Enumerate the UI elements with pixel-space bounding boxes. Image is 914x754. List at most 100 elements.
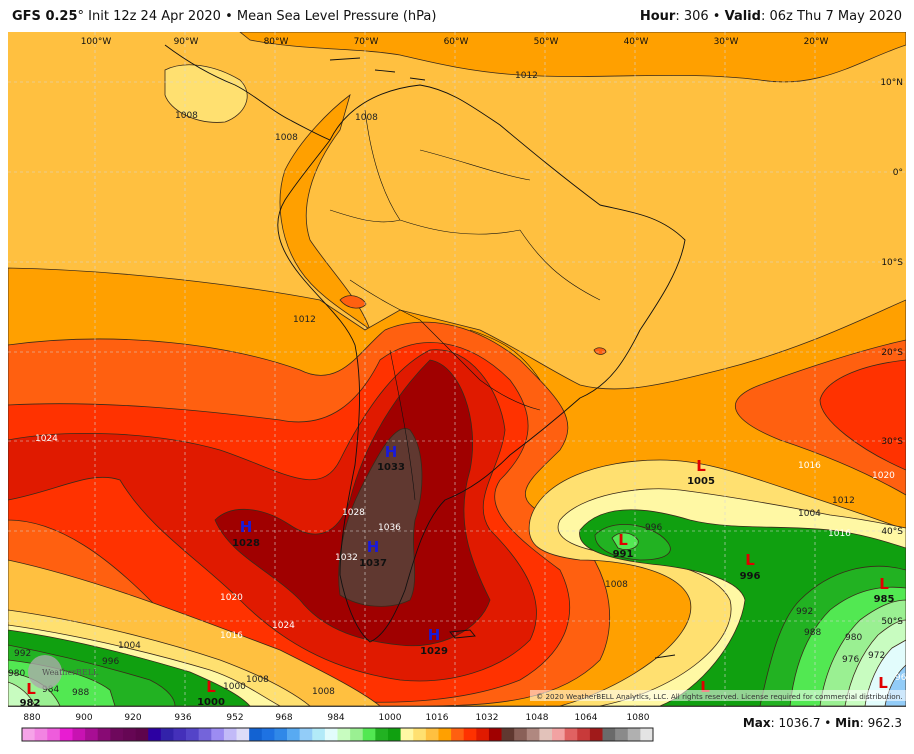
- colorbar-swatch: [514, 728, 528, 741]
- lon-label: 30°W: [714, 37, 739, 47]
- colorbar-swatch: [602, 728, 616, 741]
- valid-date: : 06z Thu 7 May 2020: [760, 9, 902, 24]
- colorbar-tick: 1016: [426, 713, 449, 723]
- low-center-marker: L: [879, 575, 889, 593]
- colorbar-swatch: [640, 728, 654, 741]
- min-label: Min: [835, 716, 860, 730]
- fill-1004-pale-north: [164, 64, 248, 123]
- contour-label: 1012: [832, 496, 855, 506]
- contour-label: 1016: [798, 461, 821, 471]
- contour-label: 1008: [246, 675, 269, 685]
- contour-label: 1024: [272, 621, 295, 631]
- colorbar-swatch: [400, 728, 414, 741]
- colorbar-swatch: [223, 728, 237, 741]
- contour-label: 1000: [223, 682, 246, 692]
- max-value: : 1036.7 •: [770, 716, 836, 730]
- contour-label: 1028: [342, 508, 365, 518]
- falklands: [449, 629, 676, 659]
- colorbar-swatch: [463, 728, 477, 741]
- fill-980-sw: [8, 681, 36, 706]
- colorbar-swatch: [324, 728, 338, 741]
- colorbar-swatch: [589, 728, 603, 741]
- forecast-hour: : 306 •: [675, 9, 725, 24]
- lat-label: 50°S: [881, 617, 903, 627]
- weatherbell-watermark: WeatherBELL: [28, 655, 99, 689]
- colorbar-swatch: [59, 728, 73, 741]
- colorbar-tick: 952: [226, 713, 243, 723]
- colorbar-legend: 880 900 920 936 952 968 984 1000 1016 10…: [0, 706, 914, 750]
- colorbar-swatch: [299, 728, 313, 741]
- high-center-value: 1037: [359, 558, 387, 569]
- colorbar-swatch: [287, 728, 301, 741]
- copyright-notice: © 2020 WeatherBELL Analytics, LLC. All r…: [536, 692, 903, 701]
- colorbar-swatch: [564, 728, 578, 741]
- fill-1016-pocket: [339, 295, 607, 355]
- colorbar-tick: 920: [124, 713, 141, 723]
- lon-label: 60°W: [444, 37, 469, 47]
- low-center-value: 991: [613, 549, 634, 560]
- longitude-labels: 100°W 90°W 80°W 70°W 60°W 50°W 40°W 30°W…: [81, 37, 829, 47]
- lon-label: 90°W: [174, 37, 199, 47]
- lon-label: 80°W: [264, 37, 289, 47]
- low-center-value: 996: [740, 571, 761, 582]
- watermark-logo-icon: [28, 655, 62, 689]
- watermark-text: WeatherBELL: [42, 668, 99, 677]
- colorbar-ticks: 880 900 920 936 952 968 984 1000 1016 10…: [23, 713, 649, 723]
- colorbar-swatches: [22, 728, 654, 741]
- colorbar-swatch: [362, 728, 376, 741]
- fill-1028: [214, 359, 491, 647]
- fill-1020-right: [819, 359, 906, 471]
- high-center-value: 1029: [420, 646, 448, 657]
- contour-label: 1020: [220, 593, 243, 603]
- contour-label: 984: [42, 685, 59, 695]
- fill-1012-north: [239, 32, 906, 83]
- low-center-marker: L: [206, 678, 216, 696]
- colorbar-swatch: [261, 728, 275, 741]
- colorbar-tick: 1080: [627, 713, 650, 723]
- low-center-marker: L: [878, 674, 888, 692]
- latitude-labels: 10°N 0° 10°S 20°S 30°S 40°S 50°S: [880, 78, 903, 627]
- low-center-marker: L: [26, 680, 36, 698]
- contour-label: 1032: [335, 553, 358, 563]
- lat-label: 0°: [893, 168, 903, 178]
- low-center-marker: L: [745, 551, 755, 569]
- colorbar-swatch: [22, 728, 36, 741]
- init-and-field: Init 12z 24 Apr 2020 • Mean Sea Level Pr…: [84, 9, 437, 24]
- colorbar-swatch: [438, 728, 452, 741]
- fill-1032: [338, 428, 423, 607]
- colorbar-swatch: [198, 728, 212, 741]
- contour-label: 988: [72, 688, 89, 698]
- colorbar-swatch: [476, 728, 490, 741]
- low-center-value: 1000: [197, 697, 225, 706]
- colorbar-swatch: [501, 728, 515, 741]
- lat-label: 30°S: [881, 437, 903, 447]
- min-value: : 962.3: [859, 716, 902, 730]
- lon-label: 50°W: [534, 37, 559, 47]
- colorbar-tick: 880: [23, 713, 40, 723]
- colorbar-swatch: [312, 728, 326, 741]
- colorbar-swatch: [85, 728, 99, 741]
- lon-label: 40°W: [624, 37, 649, 47]
- colorbar-swatch: [72, 728, 86, 741]
- valid-time: Hour: 306 • Valid: 06z Thu 7 May 2020: [640, 9, 902, 24]
- colorbar-tick: 1000: [379, 713, 402, 723]
- contour-label: 976: [842, 655, 859, 665]
- lon-label: 20°W: [804, 37, 829, 47]
- contour-label: 1020: [872, 471, 895, 481]
- degree-sign: °: [77, 9, 85, 24]
- colorbar-tick: 1048: [526, 713, 549, 723]
- colorbar-swatch: [236, 728, 250, 741]
- fill-1012-andes: [279, 93, 371, 331]
- contour-label: 1008: [275, 133, 298, 143]
- contour-label: 1008: [605, 580, 628, 590]
- copyright-backdrop: [530, 690, 906, 701]
- contour-label: 1036: [378, 523, 401, 533]
- colorbar-swatch: [425, 728, 439, 741]
- colorbar-swatch: [249, 728, 263, 741]
- contour-label: 980: [845, 633, 862, 643]
- high-center-marker: H: [240, 518, 253, 536]
- high-center-marker: H: [367, 538, 380, 556]
- max-min-readout: Max: 1036.7 • Min: 962.3: [743, 716, 902, 730]
- contour-label: 992: [14, 649, 31, 659]
- lat-label: 20°S: [881, 348, 903, 358]
